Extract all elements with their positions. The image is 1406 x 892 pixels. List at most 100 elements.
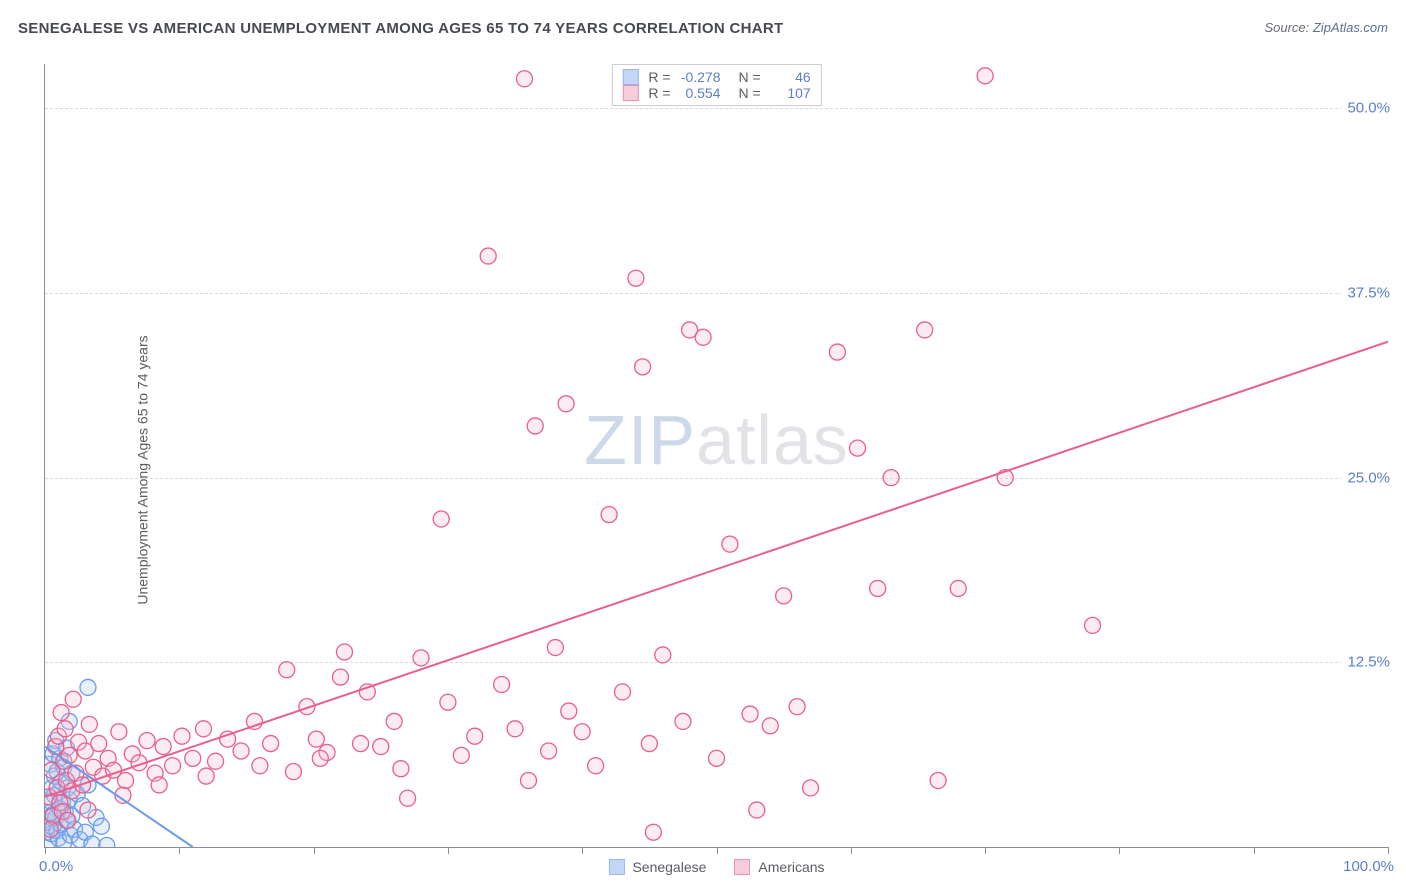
data-point-americans [507, 721, 523, 737]
data-point-americans [233, 743, 249, 759]
x-tick [1254, 847, 1255, 854]
data-point-americans [151, 777, 167, 793]
scatter-svg [45, 64, 1388, 847]
data-point-americans [81, 716, 97, 732]
data-point-americans [174, 728, 190, 744]
data-point-americans [467, 728, 483, 744]
data-point-americans [393, 761, 409, 777]
x-axis-min-label: 0.0% [39, 858, 73, 875]
data-point-americans [494, 676, 510, 692]
data-point-americans [977, 68, 993, 84]
data-point-americans [353, 736, 369, 752]
data-point-americans [850, 440, 866, 456]
x-tick [45, 847, 46, 854]
data-point-americans [574, 724, 590, 740]
data-point-americans [155, 739, 171, 755]
data-point-americans [722, 536, 738, 552]
data-point-americans [655, 647, 671, 663]
data-point-americans [480, 248, 496, 264]
x-tick [851, 847, 852, 854]
data-point-senegalese [93, 818, 109, 834]
data-point-americans [789, 699, 805, 715]
chart-title: SENEGALESE VS AMERICAN UNEMPLOYMENT AMON… [18, 20, 783, 37]
source-attribution: Source: ZipAtlas.com [1264, 20, 1388, 35]
data-point-americans [695, 329, 711, 345]
data-point-americans [883, 470, 899, 486]
source-link[interactable]: ZipAtlas.com [1313, 20, 1388, 35]
data-point-americans [263, 736, 279, 752]
data-point-americans [776, 588, 792, 604]
data-point-americans [803, 780, 819, 796]
data-point-americans [547, 640, 563, 656]
data-point-americans [118, 773, 134, 789]
data-point-americans [252, 758, 268, 774]
data-point-americans [139, 733, 155, 749]
data-point-americans [185, 750, 201, 766]
data-point-senegalese [99, 838, 115, 847]
data-point-americans [386, 713, 402, 729]
data-point-americans [541, 743, 557, 759]
data-point-americans [413, 650, 429, 666]
data-point-americans [453, 747, 469, 763]
x-tick [1119, 847, 1120, 854]
data-point-americans [400, 790, 416, 806]
swatch-senegalese [622, 69, 638, 85]
data-point-americans [440, 694, 456, 710]
plot-area: ZIPatlas R =-0.278N =46R =0.554N =107 0.… [44, 64, 1388, 848]
trendline-americans [45, 342, 1388, 797]
data-point-americans [675, 713, 691, 729]
data-point-americans [373, 739, 389, 755]
stats-row-senegalese: R =-0.278N =46 [622, 69, 810, 85]
legend-swatch-americans [734, 859, 750, 875]
data-point-americans [870, 580, 886, 596]
x-tick [985, 847, 986, 854]
swatch-americans [622, 85, 638, 101]
data-point-americans [829, 344, 845, 360]
data-point-americans [91, 736, 107, 752]
data-point-americans [332, 669, 348, 685]
x-tick [179, 847, 180, 854]
data-point-americans [308, 731, 324, 747]
data-point-americans [53, 705, 69, 721]
data-point-americans [950, 580, 966, 596]
correlation-stats-box: R =-0.278N =46R =0.554N =107 [611, 64, 821, 106]
x-tick [448, 847, 449, 854]
data-point-americans [57, 721, 73, 737]
data-point-americans [614, 684, 630, 700]
x-tick [717, 847, 718, 854]
data-point-americans [433, 511, 449, 527]
x-axis-max-label: 100.0% [1343, 858, 1394, 875]
data-point-senegalese [84, 836, 100, 847]
data-point-americans [645, 824, 661, 840]
x-tick [1388, 847, 1389, 854]
data-point-americans [165, 758, 181, 774]
data-point-americans [635, 359, 651, 375]
data-point-americans [312, 750, 328, 766]
data-point-americans [336, 644, 352, 660]
data-point-americans [749, 802, 765, 818]
data-point-americans [641, 736, 657, 752]
data-point-americans [762, 718, 778, 734]
legend: Senegalese Americans [608, 859, 824, 875]
legend-item-americans: Americans [734, 859, 824, 875]
data-point-americans [601, 507, 617, 523]
data-point-americans [279, 662, 295, 678]
data-point-americans [65, 691, 81, 707]
x-tick [582, 847, 583, 854]
data-point-americans [561, 703, 577, 719]
x-tick [314, 847, 315, 854]
data-point-americans [930, 773, 946, 789]
data-point-americans [917, 322, 933, 338]
data-point-americans [285, 764, 301, 780]
data-point-americans [520, 773, 536, 789]
data-point-americans [208, 753, 224, 769]
data-point-americans [111, 724, 127, 740]
legend-label-senegalese: Senegalese [632, 859, 706, 875]
data-point-americans [558, 396, 574, 412]
data-point-americans [742, 706, 758, 722]
data-point-americans [628, 270, 644, 286]
data-point-americans [60, 812, 76, 828]
data-point-americans [709, 750, 725, 766]
data-point-americans [80, 802, 96, 818]
data-point-americans [527, 418, 543, 434]
